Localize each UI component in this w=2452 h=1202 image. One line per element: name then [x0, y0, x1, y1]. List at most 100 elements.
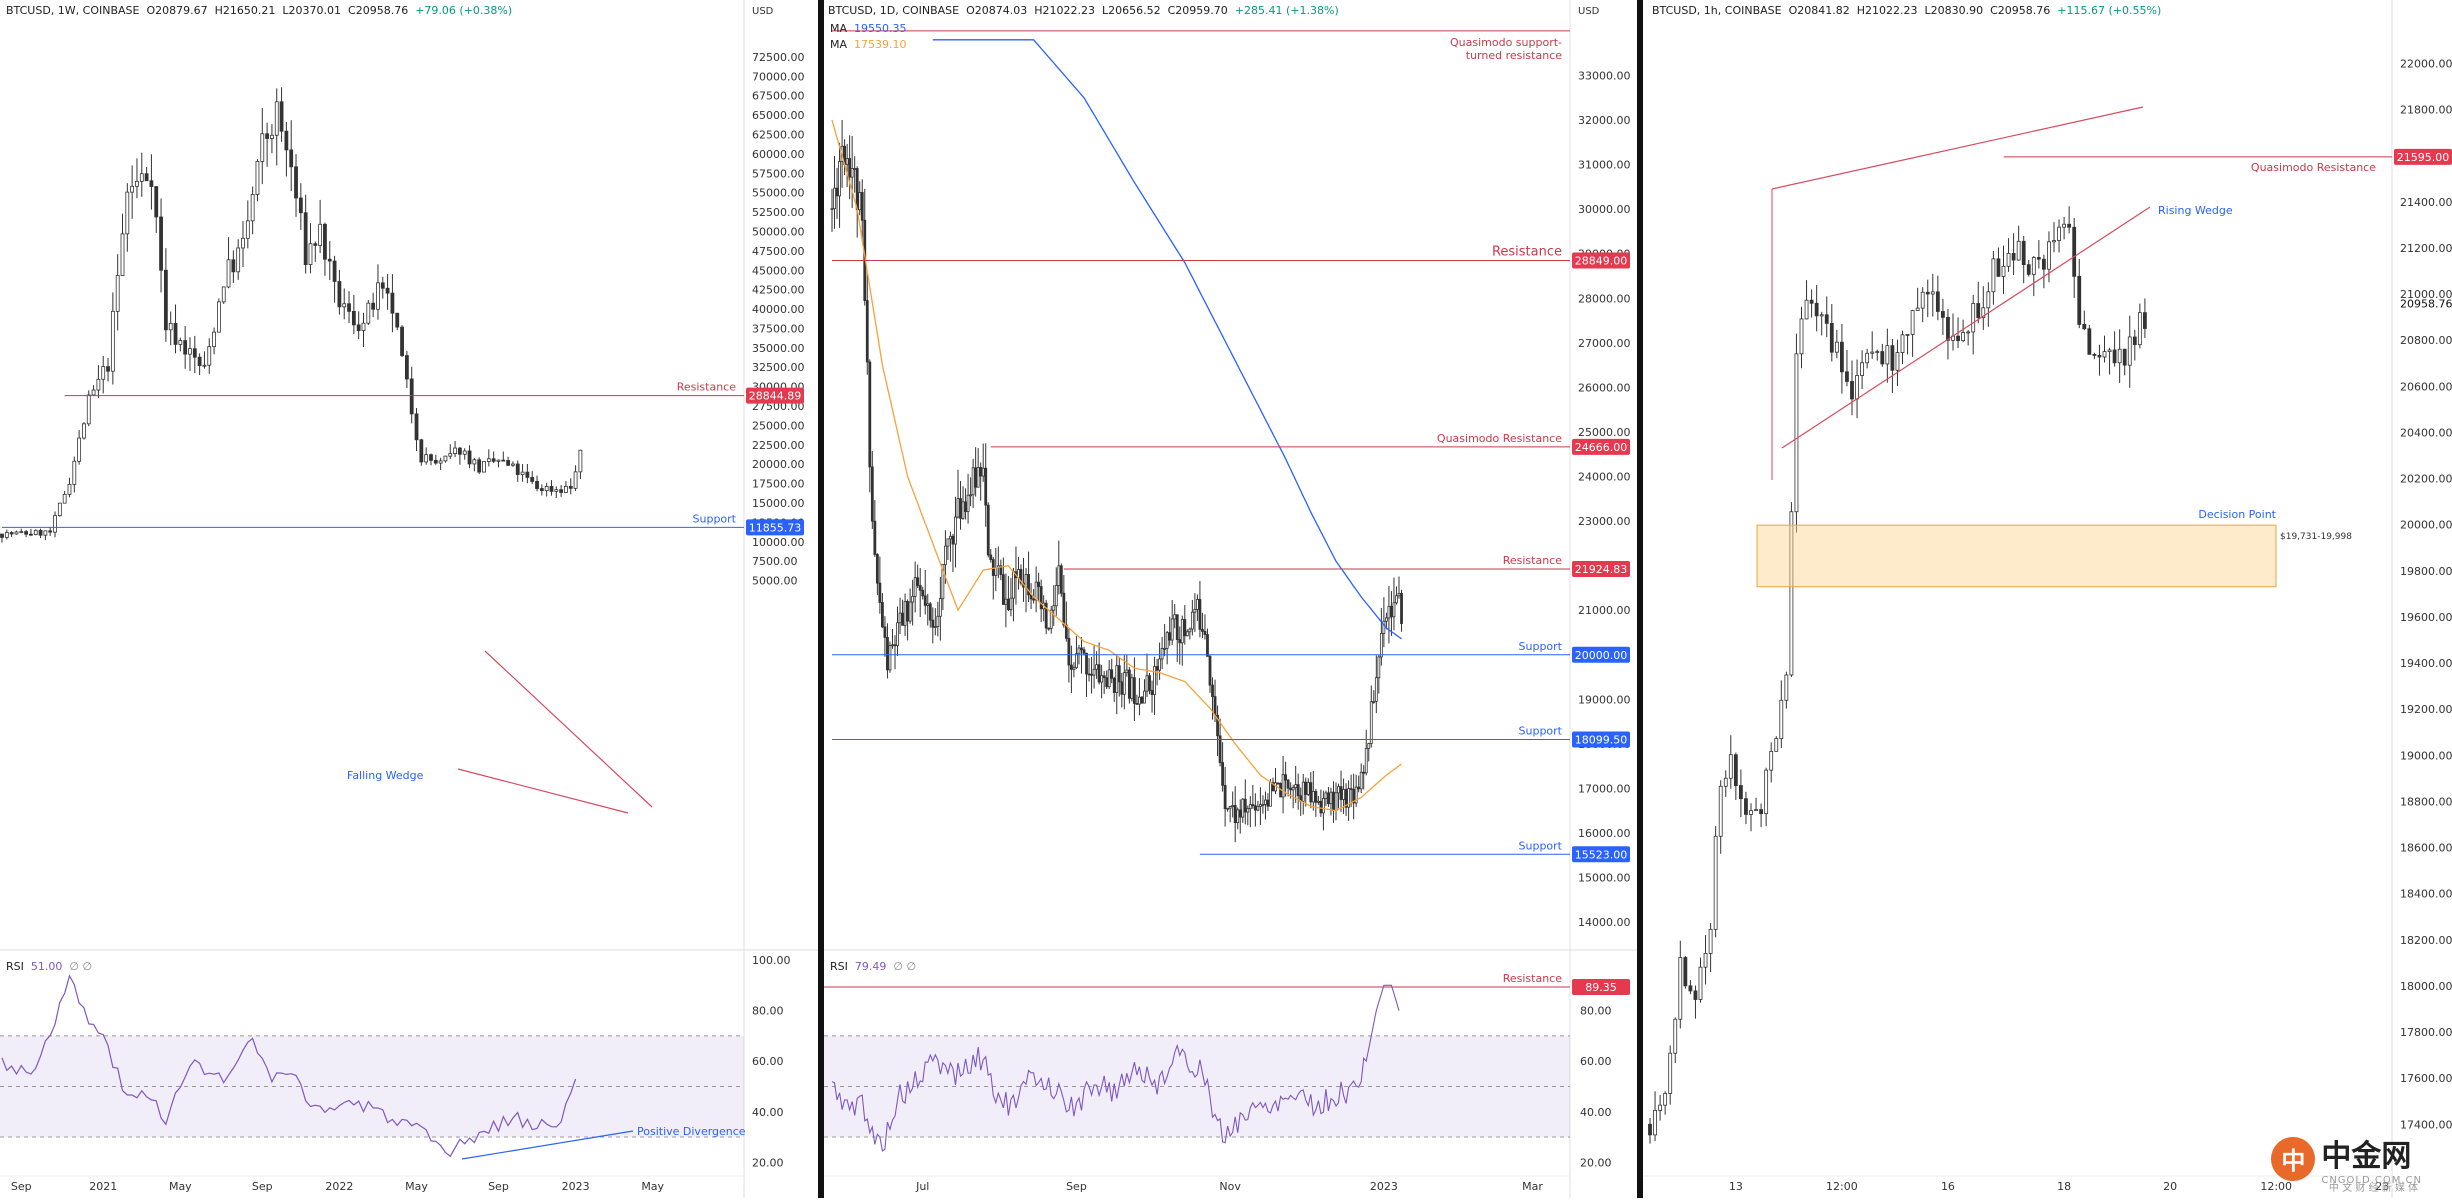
daily-candle	[850, 168, 854, 178]
weekly-currency-label: USD	[752, 6, 774, 17]
daily-candle	[1150, 690, 1154, 695]
daily-candle	[984, 467, 988, 506]
hourly-candle	[1865, 352, 1870, 364]
daily-candle	[923, 595, 927, 606]
daily-tick-label: 32000.00	[1578, 114, 1631, 127]
weekly-symbol[interactable]: BTCUSD, 1W, COINBASE	[6, 4, 140, 17]
daily-xtick-label: 2023	[1370, 1180, 1398, 1193]
daily-candle	[906, 601, 909, 622]
weekly-candle	[250, 194, 255, 222]
hourly-candle	[2127, 336, 2132, 366]
weekly-xtick-label: Sep	[252, 1180, 273, 1193]
daily-level-label: turned resistance	[1466, 49, 1562, 62]
hourly-candle	[2001, 265, 2006, 277]
daily-tick-label: 25000.00	[1578, 426, 1631, 439]
weekly-candle	[110, 310, 115, 372]
weekly-tick-label: 32500.00	[752, 361, 805, 374]
weekly-candle	[101, 366, 106, 380]
daily-candle	[1231, 805, 1235, 807]
daily-candle	[1301, 781, 1305, 802]
daily-candle	[981, 467, 985, 477]
daily-symbol[interactable]: BTCUSD, 1D, COINBASE	[828, 4, 960, 17]
daily-candle	[1253, 805, 1257, 811]
daily-level-label: Support	[1519, 839, 1563, 852]
daily-candle	[964, 501, 967, 513]
hourly-candle	[2011, 252, 2016, 261]
hourly-xtick-label: 12:00	[2260, 1180, 2292, 1193]
daily-candle	[1372, 700, 1376, 703]
daily-tick-label: 30000.00	[1578, 203, 1631, 216]
daily-candle	[1097, 664, 1101, 683]
daily-candle	[1367, 743, 1371, 749]
weekly-candle	[371, 302, 376, 310]
hourly-candle	[1910, 310, 1915, 335]
weekly-positive-divergence-label: Positive Divergence	[637, 1125, 746, 1138]
daily-candle	[1173, 614, 1177, 620]
daily-candle	[1306, 782, 1310, 795]
daily-candle	[1190, 611, 1194, 630]
weekly-candle	[43, 530, 48, 536]
weekly-tick-label: 72500.00	[752, 51, 805, 64]
daily-candle	[881, 602, 884, 628]
daily-candle	[855, 168, 859, 211]
weekly-candle	[212, 331, 216, 348]
hourly-candle	[1779, 699, 1784, 739]
weekly-tick-label: 5000.00	[752, 575, 798, 588]
hourly-candle	[1855, 375, 1859, 400]
daily-close: C20959.70	[1167, 4, 1228, 17]
daily-level-badge-bg	[1572, 561, 1630, 578]
daily-high: H21022.23	[1034, 4, 1095, 17]
daily-level-label: Quasimodo Resistance	[1437, 432, 1562, 445]
daily-candle	[1359, 771, 1363, 790]
hourly-candle	[2016, 240, 2021, 261]
hourly-candle	[1930, 291, 1935, 295]
daily-rsi-resistance-badge: 89.35	[1585, 981, 1617, 994]
daily-candle	[938, 598, 942, 617]
weekly-candle	[221, 286, 226, 303]
weekly-candle	[72, 460, 77, 485]
weekly-candle	[57, 502, 62, 516]
weekly-candle	[159, 216, 163, 271]
daily-candle	[1125, 669, 1129, 674]
daily-candle	[1145, 675, 1149, 692]
hourly-rising-wedge-label: Rising Wedge	[2158, 204, 2233, 217]
daily-candle	[896, 622, 899, 646]
daily-candle	[1316, 800, 1320, 803]
daily-candle	[1246, 808, 1250, 813]
daily-candle	[860, 192, 864, 221]
daily-level-badge-bg	[1572, 252, 1630, 269]
daily-candle	[1102, 675, 1106, 679]
hourly-xtick-label: 13	[1729, 1180, 1743, 1193]
hourly-candle	[1819, 314, 1824, 317]
daily-candle	[979, 467, 983, 477]
daily-candle	[875, 554, 879, 584]
weekly-candle	[530, 477, 535, 482]
daily-candle	[1211, 684, 1214, 697]
daily-candle	[1248, 804, 1252, 810]
hourly-tick-label: 17600.00	[2400, 1072, 2452, 1085]
daily-candle	[1112, 677, 1116, 693]
weekly-tick-label: 57500.00	[752, 167, 805, 180]
hourly-symbol[interactable]: BTCUSD, 1h, COINBASE	[1652, 4, 1782, 17]
daily-candle	[928, 603, 932, 621]
daily-rsi-band	[824, 1035, 1570, 1138]
daily-candle	[1044, 602, 1048, 629]
weekly-tick-label: 55000.00	[752, 187, 805, 200]
weekly-candle	[188, 348, 192, 355]
hourly-decision-point-label: Decision Point	[2198, 508, 2276, 521]
daily-candle	[1127, 669, 1131, 699]
hourly-candle	[1688, 985, 1693, 992]
daily-candle	[898, 612, 902, 624]
daily-candle	[873, 520, 877, 555]
hourly-candle	[1754, 809, 1758, 812]
daily-level-label: Support	[1519, 640, 1563, 653]
weekly-candle	[284, 130, 289, 151]
daily-candle	[870, 466, 874, 522]
hourly-tick-label: 20000.00	[2400, 519, 2452, 532]
daily-candle	[1296, 784, 1300, 797]
weekly-candle	[106, 366, 110, 372]
daily-candle	[858, 192, 862, 211]
weekly-candle	[9, 532, 14, 535]
daily-candle	[1029, 594, 1033, 600]
